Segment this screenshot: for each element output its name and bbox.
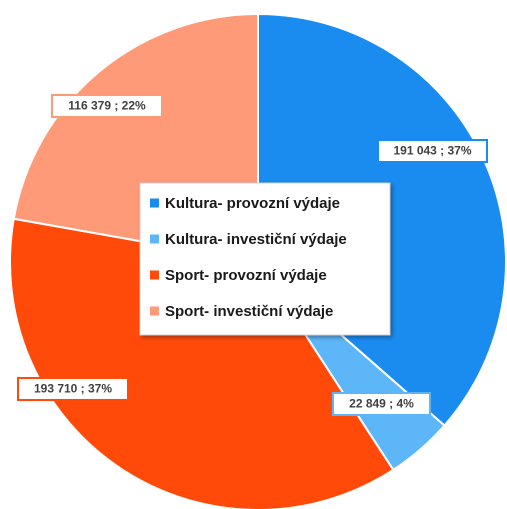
legend-label: Sport- investiční výdaje [165, 303, 333, 320]
legend-swatch [150, 198, 159, 208]
legend-box [139, 182, 391, 336]
data-label: 193 710 ; 37% [34, 382, 112, 396]
data-label: 22 849 ; 4% [349, 397, 414, 411]
legend-swatch [150, 270, 159, 280]
legend-swatch [150, 234, 159, 244]
legend-label: Sport- provozní výdaje [165, 267, 327, 284]
data-label-box [332, 392, 431, 416]
legend-swatch [150, 306, 159, 316]
legend-label: Kultura- provozní výdaje [165, 195, 340, 212]
legend-label: Kultura- investiční výdaje [165, 231, 347, 248]
data-label-box [377, 139, 488, 163]
data-label: 191 043 ; 37% [393, 144, 471, 158]
data-label-box [17, 377, 129, 401]
pie-slice [9, 217, 395, 509]
data-label: 116 379 ; 22% [68, 99, 146, 113]
data-label-box [51, 94, 163, 118]
